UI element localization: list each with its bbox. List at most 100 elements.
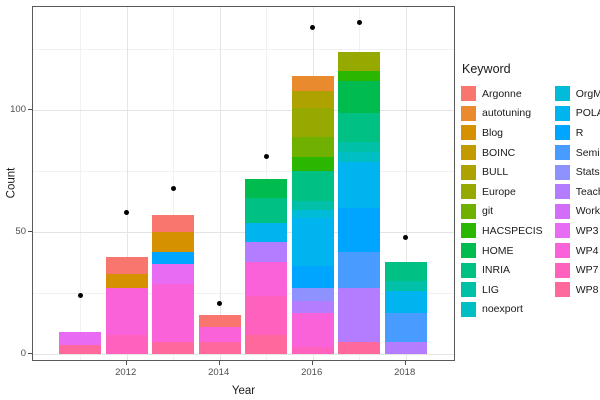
data-point-dot [403,234,409,240]
legend-label: BOINC [482,146,516,159]
legend-color-swatch [461,243,476,259]
legend-item-home: HOME [461,241,543,261]
bar-segment-bull [291,90,334,108]
bar-segment-europe [338,51,381,72]
bar-segment-hacspecis [291,156,334,172]
legend-label: noexport [482,303,523,316]
legend-label: Teaching [575,185,600,198]
legend-color-swatch [554,184,570,200]
y-minor-gridline [33,293,454,295]
bar-segment-wp4 [198,327,241,343]
bar-segment-wp8 [59,344,102,355]
legend-item-hacspecis: HACSPECIS [461,221,543,241]
legend-column: OrgMode POLARIS R Seminar Stats Teaching Workl… [554,84,600,300]
x-tick-label: 2016 [301,367,323,378]
legend-item-wp7: WP7 [554,260,600,280]
bar-segment-wp3 [59,332,102,345]
legend-item-workload: Workload [554,202,600,222]
legend-color-swatch [461,282,476,298]
legend-color-swatch [461,145,476,161]
legend-label: OrgMode [575,87,600,100]
bar-segment-argonne [152,215,195,233]
bar-segment-teaching [291,300,334,313]
x-tick-label: 2018 [394,367,416,378]
legend-item-seminar: Seminar [554,143,600,163]
bar-segment-home [245,178,288,199]
legend-color-swatch [554,203,570,219]
bar-segment-noexport [338,151,381,162]
legend-label: Workload [575,205,600,218]
bar-segment-wp4 [105,288,148,335]
bar-segment-europe [291,107,334,138]
bar-segment-r [338,207,381,252]
legend-label: Europe [482,185,516,198]
x-major-gridline [405,7,407,360]
bar-segment-lig [338,142,381,152]
bar-segment-blog [105,273,148,289]
y-major-gridline [33,354,454,356]
y-axis-title: Count [5,167,18,199]
legend-color-swatch [461,184,476,200]
legend-label: R [575,126,584,139]
legend-color-swatch [461,164,476,180]
data-point-dot [217,300,223,306]
legend-color-swatch [554,125,570,141]
legend-item-wp8: WP8 [554,280,600,300]
data-point-dot [170,185,176,191]
bar-segment-hacspecis [338,71,381,81]
legend-item-blog: Blog [461,123,543,143]
legend-label: WP8 [575,283,599,296]
bar-segment-wp7 [105,334,148,355]
y-major-gridline [33,110,454,112]
bar-segment-argonne [198,315,241,328]
legend-title: Keyword [462,62,511,76]
bar-segment-inria [291,171,334,201]
y-tick-mark [28,231,32,233]
y-major-gridline [33,232,454,234]
legend-color-swatch [461,86,476,102]
y-tick-mark [28,109,32,111]
bar-segment-inria [384,261,427,282]
legend-label: git [482,205,494,218]
bar-segment-inria [338,112,381,142]
x-minor-gridline [173,7,175,360]
legend-color-swatch [461,203,476,219]
legend-color-swatch [554,86,570,102]
bar-segment-polaris [338,161,381,208]
legend-label: INRIA [482,264,511,277]
bar-segment-git [291,137,334,157]
legend-label: LIG [482,283,499,296]
legend-color-swatch [554,223,570,239]
legend-item-noexport: noexport [461,300,543,320]
x-tick-mark [218,361,220,365]
legend-entries: Argonne autotuning Blog BOINC BULL Europe git H… [461,84,600,319]
legend-color-swatch [461,223,476,239]
legend-item-polaris: POLARIS [554,104,600,124]
bar-segment-seminar [338,251,381,289]
data-point-dot [77,293,83,299]
bar-segment-wp4 [245,261,288,296]
x-tick-mark [311,361,313,365]
bar-segment-seminar [384,312,427,343]
bar-segment-lig [291,200,334,211]
bar-segment-wp7 [291,346,334,355]
legend-label: Stats [575,166,600,179]
legend-item-stats: Stats [554,162,600,182]
legend-color-swatch [554,243,570,259]
bar-segment-wp8 [245,334,288,355]
legend-item-git: git [461,202,543,222]
legend-color-swatch [554,145,570,161]
legend-label: WP7 [575,264,599,277]
legend-color-swatch [554,282,570,298]
legend-item-wp4: WP4 [554,241,600,261]
legend-color-swatch [461,301,476,317]
legend-label: WP4 [575,244,599,257]
bar-segment-polaris [384,290,427,313]
bar-segment-wp7 [245,295,288,335]
legend: Keyword Argonne autotuning Blog BOINC BULL Eu… [461,62,600,319]
plot-panel [32,6,455,361]
legend-label: Blog [482,126,504,139]
legend-column: Argonne autotuning Blog BOINC BULL Europe git H… [461,84,543,319]
bar-segment-lig [384,281,427,291]
